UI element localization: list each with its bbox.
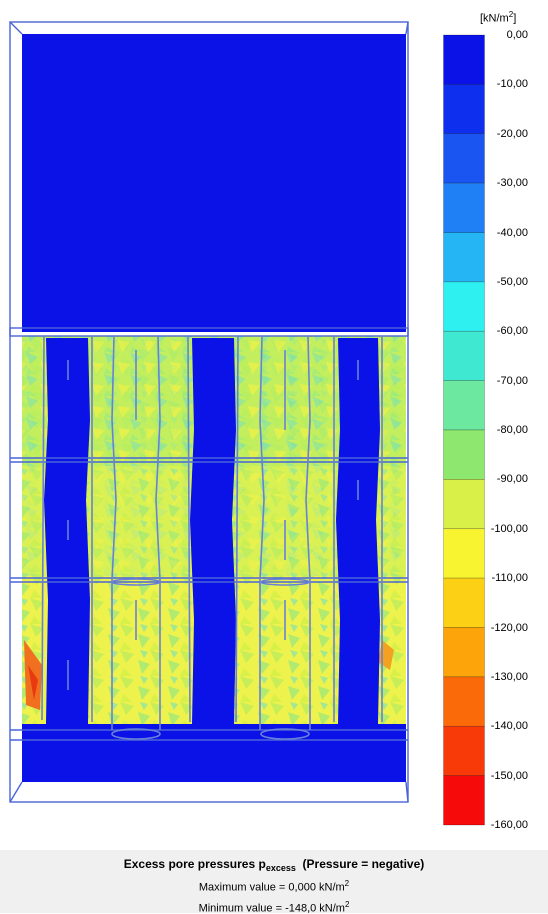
legend-swatch bbox=[443, 429, 485, 480]
legend-swatch bbox=[443, 232, 485, 283]
column-3 bbox=[336, 338, 380, 724]
column-2 bbox=[190, 338, 236, 724]
legend-tick-label: -110,00 bbox=[491, 572, 529, 585]
legend-tick-label: -90,00 bbox=[496, 473, 528, 486]
legend-swatch bbox=[443, 84, 485, 135]
legend-tick-label: -30,00 bbox=[496, 177, 528, 190]
legend-tick-label: -150,00 bbox=[490, 769, 528, 782]
legend-swatch bbox=[443, 182, 485, 233]
legend-swatch bbox=[443, 775, 485, 826]
minimum-value: Minimum value = -148,0 kN/m2 bbox=[198, 899, 350, 914]
legend-swatch bbox=[443, 528, 485, 579]
legend-swatch bbox=[443, 380, 485, 431]
legend-unit: [kN/m2] bbox=[480, 10, 517, 25]
legend-tick-label: -40,00 bbox=[496, 226, 528, 239]
legend-tick-label: -160,00 bbox=[490, 819, 528, 831]
legend-tick-label: -60,00 bbox=[496, 325, 528, 338]
legend-tick-label: -100,00 bbox=[490, 522, 528, 535]
legend-swatch bbox=[443, 479, 485, 530]
contour-plot bbox=[9, 21, 409, 803]
legend-swatch bbox=[443, 330, 485, 381]
legend-colorbar bbox=[443, 34, 485, 826]
column-1 bbox=[44, 338, 90, 724]
wireframe bbox=[9, 21, 409, 803]
legend-tick-label: -50,00 bbox=[496, 275, 528, 288]
legend-swatch bbox=[443, 34, 485, 85]
hotspot-left-inner bbox=[28, 665, 38, 700]
legend-tick-label: -130,00 bbox=[490, 670, 528, 683]
legend-tick-label: 0,00 bbox=[506, 29, 528, 41]
legend-tick-label: -70,00 bbox=[496, 374, 528, 387]
legend-tick-label: -10,00 bbox=[496, 78, 528, 91]
legend-tick-label: -80,00 bbox=[496, 424, 528, 436]
legend-tick-label: -140,00 bbox=[490, 720, 528, 733]
legend-swatch bbox=[443, 133, 485, 184]
drain-outlines bbox=[41, 335, 383, 740]
legend-swatch bbox=[443, 281, 485, 332]
top-soil-layer bbox=[22, 34, 406, 332]
caption-panel: Excess pore pressures pexcess (Pressure … bbox=[0, 850, 548, 914]
maximum-value: Maximum value = 0,000 kN/m2 bbox=[198, 879, 350, 894]
legend-tick-label: -120,00 bbox=[490, 621, 528, 634]
legend-swatch bbox=[443, 725, 485, 776]
legend-tick-label: -20,00 bbox=[496, 127, 528, 140]
plot-title: Excess pore pressures pexcess (Pressure … bbox=[123, 857, 425, 873]
bottom-soil-layer bbox=[22, 724, 406, 782]
legend-swatch bbox=[443, 577, 485, 628]
legend-swatch bbox=[443, 676, 485, 727]
legend-swatch bbox=[443, 627, 485, 678]
